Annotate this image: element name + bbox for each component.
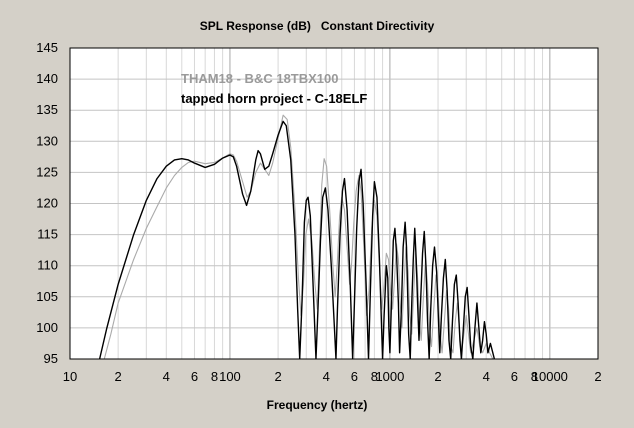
series-layer xyxy=(98,114,496,359)
y-tick-label-135: 135 xyxy=(36,102,58,117)
y-tick-label-145: 145 xyxy=(36,40,58,55)
y-tick-label-125: 125 xyxy=(36,164,58,179)
annotation-tapped-horn: tapped horn project - C-18ELF xyxy=(181,91,367,106)
chart-title: SPL Response (dB) Constant Directivity xyxy=(200,19,435,33)
x-tick-label-20: 2 xyxy=(115,369,122,384)
y-tick-label-115: 115 xyxy=(37,227,58,242)
x-axis-label: Frequency (hertz) xyxy=(267,398,368,412)
plot-frame xyxy=(69,47,599,360)
x-tick-label-400: 4 xyxy=(323,369,330,384)
x-tick-label-80: 8 xyxy=(211,369,218,384)
x-tick-label-4000: 4 xyxy=(483,369,490,384)
x-tick-label-10: 10 xyxy=(63,369,77,384)
x-tick-label-6000: 6 xyxy=(511,369,518,384)
x-tick-label-800: 8 xyxy=(371,369,378,384)
y-tick-label-100: 100 xyxy=(36,320,58,335)
y-tick-label-110: 110 xyxy=(37,258,58,273)
y-tick-label-120: 120 xyxy=(36,196,58,211)
x-tick-label-200: 2 xyxy=(274,369,281,384)
y-tick-label-140: 140 xyxy=(36,71,58,86)
x-tick-label-2000: 2 xyxy=(434,369,441,384)
x-tick-label-20000: 2 xyxy=(594,369,601,384)
x-tick-label-8000: 8 xyxy=(531,369,538,384)
y-tick-label-95: 95 xyxy=(44,351,58,366)
x-tick-label-100: 100 xyxy=(219,369,241,384)
y-tick-labels: 95 100 105 110 115 120 125 130 135 140 145 xyxy=(36,40,58,366)
annotation-tham18: THAM18 - B&C 18TBX100 xyxy=(181,71,339,86)
x-tick-label-1000: 1000 xyxy=(375,369,404,384)
x-tick-label-10000: 10000 xyxy=(532,369,568,384)
x-tick-label-40: 4 xyxy=(163,369,170,384)
x-tick-label-600: 6 xyxy=(351,369,358,384)
y-tick-label-105: 105 xyxy=(36,289,58,304)
y-tick-label-130: 130 xyxy=(36,133,58,148)
x-tick-label-60: 6 xyxy=(191,369,198,384)
series-line-0 xyxy=(98,120,496,359)
